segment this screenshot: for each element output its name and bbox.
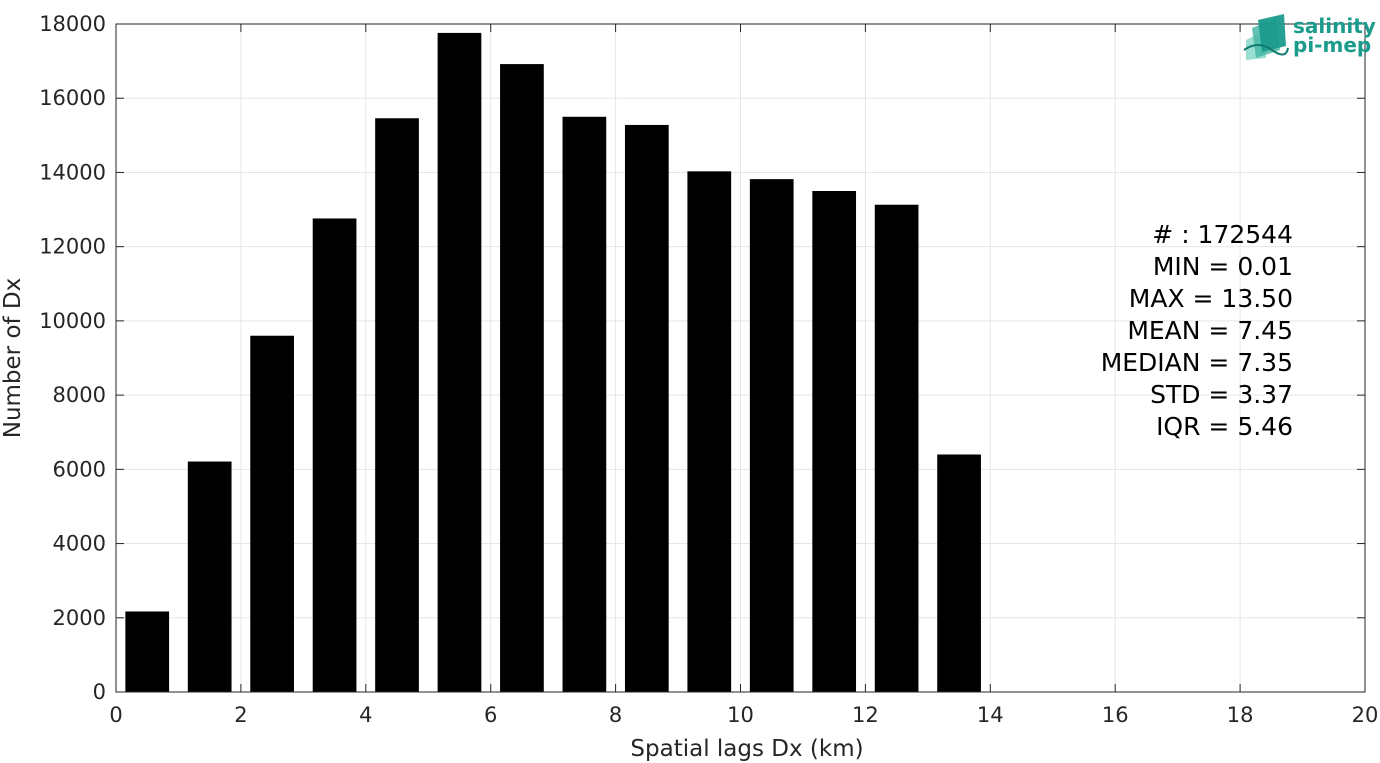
x-tick-label-0: 0: [109, 703, 122, 727]
stat-line-4: MEDIAN = 7.35: [1101, 348, 1293, 377]
x-tick-label-6: 12: [852, 703, 879, 727]
bar-4: [375, 118, 419, 693]
bar-5: [437, 32, 482, 692]
bar-7: [562, 116, 607, 693]
y-tick-label-1: 2000: [53, 606, 106, 630]
x-tick-label-5: 10: [727, 703, 754, 727]
bar-8: [624, 124, 669, 693]
stat-line-2: MAX = 13.50: [1129, 284, 1293, 313]
y-tick-label-3: 6000: [53, 457, 106, 481]
bar-0: [125, 611, 170, 692]
bars: [125, 32, 981, 693]
x-tick-label-2: 4: [359, 703, 372, 727]
stat-line-5: STD = 3.37: [1150, 380, 1293, 409]
stat-line-1: MIN = 0.01: [1153, 252, 1293, 281]
logo-waves-icon: [1243, 14, 1289, 60]
bar-10: [749, 179, 794, 692]
x-tick-label-8: 16: [1102, 703, 1129, 727]
stats-box: # : 172544 MIN = 0.01 MAX = 13.50 MEAN = 7.…: [1101, 220, 1293, 441]
bar-13: [937, 454, 981, 692]
x-axis-ticks: 0 2 4 6 8 10 12 14 16 18 20: [109, 24, 1378, 727]
bar-2: [250, 335, 294, 692]
y-tick-label-4: 8000: [53, 383, 106, 407]
y-tick-label-8: 16000: [39, 86, 106, 110]
logo-line-1: salinity: [1293, 14, 1376, 38]
stat-line-0: # : 172544: [1152, 220, 1293, 249]
y-tick-label-0: 0: [93, 680, 106, 704]
y-tick-label-9: 18000: [39, 12, 106, 36]
stat-line-6: IQR = 5.46: [1156, 412, 1293, 441]
x-tick-label-3: 6: [484, 703, 497, 727]
stat-line-3: MEAN = 7.45: [1127, 316, 1293, 345]
bar-3: [312, 218, 357, 692]
bar-9: [687, 171, 732, 692]
y-tick-label-2: 4000: [53, 532, 106, 556]
y-axis-ticks: 0 2000 4000 6000 8000 10000 12000 14000 16000 180…: [39, 12, 1365, 704]
bar-12: [874, 204, 919, 692]
bar-6: [500, 64, 544, 692]
x-axis-label: Spatial lags Dx (km): [630, 736, 863, 762]
y-axis-label: Number of Dx: [0, 278, 26, 439]
x-tick-label-7: 14: [977, 703, 1004, 727]
bar-1: [187, 461, 232, 692]
x-tick-label-1: 2: [234, 703, 247, 727]
y-tick-label-6: 12000: [39, 235, 106, 259]
x-tick-label-9: 18: [1227, 703, 1254, 727]
logo-line-2: pi-mep: [1293, 33, 1371, 57]
bar-11: [812, 191, 857, 692]
y-tick-label-7: 14000: [39, 160, 106, 184]
x-tick-label-10: 20: [1352, 703, 1379, 727]
salinity-pi-mep-logo: salinity pi-mep: [1243, 14, 1376, 60]
y-tick-label-5: 10000: [39, 309, 106, 333]
x-tick-label-4: 8: [609, 703, 622, 727]
